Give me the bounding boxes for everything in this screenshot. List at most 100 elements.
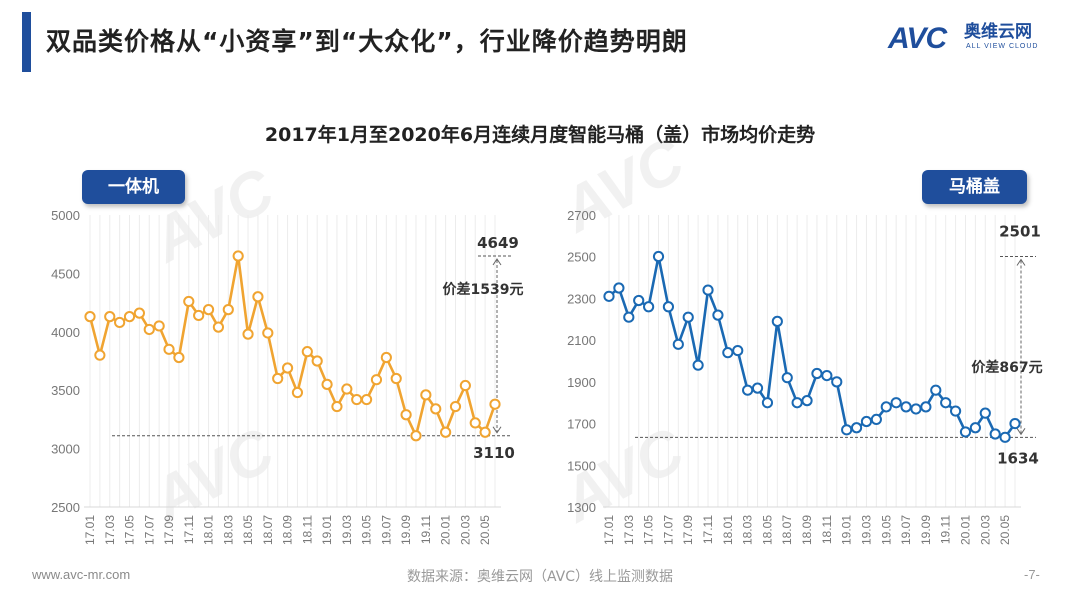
- x-tick-label: 17.01: [602, 515, 616, 545]
- data-point: [692, 359, 704, 371]
- data-point: [989, 428, 1001, 440]
- arrow-head-down: [1016, 428, 1026, 436]
- x-tick-label: 19.05: [879, 515, 893, 545]
- data-point: [662, 301, 675, 313]
- x-tick-label: 18.05: [760, 515, 774, 545]
- data-point: [603, 290, 615, 302]
- x-tick-label: 17.05: [123, 515, 137, 545]
- data-point: [712, 309, 724, 321]
- data-point: [153, 320, 165, 332]
- x-tick-label: 20.03: [458, 515, 472, 545]
- data-point: [420, 389, 432, 401]
- data-point: [281, 362, 294, 374]
- data-point: [301, 346, 313, 358]
- page-title: 双品类价格从“小资享”到“大众化”，行业降价趋势明朗: [46, 27, 688, 56]
- y-tick-label: 2500: [567, 250, 596, 265]
- data-point: [940, 397, 952, 409]
- data-point: [489, 398, 501, 410]
- x-tick-label: 17.05: [642, 515, 656, 545]
- data-point: [94, 349, 106, 361]
- y-tick-label: 3500: [51, 383, 80, 398]
- data-point: [850, 422, 863, 434]
- data-point: [890, 397, 902, 409]
- data-point: [430, 403, 442, 415]
- data-point: [193, 309, 205, 322]
- data-point: [811, 367, 823, 380]
- difference-label: 价差867元: [971, 359, 1042, 376]
- data-point: [479, 426, 491, 438]
- data-point: [870, 413, 882, 425]
- x-tick-label: 18.05: [241, 515, 255, 545]
- y-tick-label: 2300: [567, 291, 596, 306]
- x-tick-label: 19.01: [840, 515, 854, 545]
- data-point: [821, 370, 833, 382]
- x-tick-label: 18.03: [221, 515, 235, 545]
- data-point: [143, 323, 155, 336]
- data-point: [380, 351, 392, 364]
- data-point: [183, 295, 195, 308]
- y-tick-label: 1300: [567, 500, 596, 515]
- data-point: [410, 430, 422, 442]
- data-point: [202, 304, 215, 316]
- data-point: [613, 282, 625, 294]
- y-tick-label: 5000: [51, 208, 80, 223]
- max-label: 2501: [999, 223, 1041, 241]
- data-point: [930, 384, 942, 396]
- data-point: [449, 400, 462, 413]
- x-tick-label: 20.05: [998, 515, 1012, 545]
- y-tick-label: 2100: [567, 333, 596, 348]
- x-tick-label: 19.09: [399, 515, 413, 545]
- data-point: [969, 422, 981, 434]
- data-point: [104, 311, 116, 323]
- data-point: [232, 250, 244, 262]
- data-point: [643, 301, 655, 313]
- arrow-head-up: [492, 258, 502, 266]
- data-point: [341, 383, 353, 395]
- footer-source: 数据来源：奥维云网（AVC）线上监测数据: [406, 569, 674, 585]
- x-tick-label: 18.07: [780, 515, 794, 545]
- data-point: [114, 316, 126, 329]
- data-point: [841, 424, 853, 436]
- data-point: [623, 311, 635, 323]
- data-point: [163, 343, 175, 355]
- data-point: [222, 304, 234, 316]
- data-point: [390, 372, 402, 385]
- data-point: [801, 395, 813, 407]
- y-tick-label: 1500: [567, 458, 596, 473]
- data-point: [831, 376, 843, 388]
- data-point: [702, 284, 714, 296]
- x-tick-label: 19.11: [939, 515, 953, 544]
- y-tick-label: 4000: [51, 325, 80, 340]
- max-label: 4649: [477, 234, 519, 252]
- logo-en-text: ALL VIEW CLOUD: [966, 43, 1039, 50]
- title-accent-bar: [22, 12, 31, 72]
- x-tick-label: 17.07: [142, 515, 156, 545]
- data-point: [791, 397, 803, 409]
- x-tick-label: 17.01: [83, 515, 97, 545]
- data-point: [1009, 417, 1021, 430]
- data-point: [440, 426, 452, 438]
- x-tick-label: 18.01: [202, 515, 216, 545]
- x-tick-label: 18.09: [800, 515, 814, 545]
- x-tick-label: 18.07: [261, 515, 275, 545]
- data-point: [910, 403, 922, 415]
- x-tick-label: 17.03: [103, 515, 117, 545]
- y-tick-label: 2700: [567, 208, 596, 223]
- data-point: [469, 417, 481, 429]
- data-point: [331, 400, 343, 413]
- x-tick-label: 20.01: [439, 515, 453, 545]
- x-tick-label: 17.11: [182, 515, 196, 544]
- x-tick-label: 17.09: [681, 515, 695, 545]
- x-tick-label: 18.01: [721, 515, 735, 545]
- x-tick-label: 19.05: [360, 515, 374, 545]
- x-tick-label: 20.05: [478, 515, 492, 545]
- data-point: [761, 397, 774, 409]
- page-number: -7-: [1024, 567, 1040, 582]
- y-tick-label: 3000: [51, 442, 80, 457]
- data-point: [133, 307, 145, 319]
- x-tick-label: 19.03: [340, 515, 354, 545]
- footer-website[interactable]: www.avc-mr.com: [32, 567, 131, 582]
- x-tick-label: 18.11: [300, 515, 314, 544]
- data-point: [370, 374, 383, 386]
